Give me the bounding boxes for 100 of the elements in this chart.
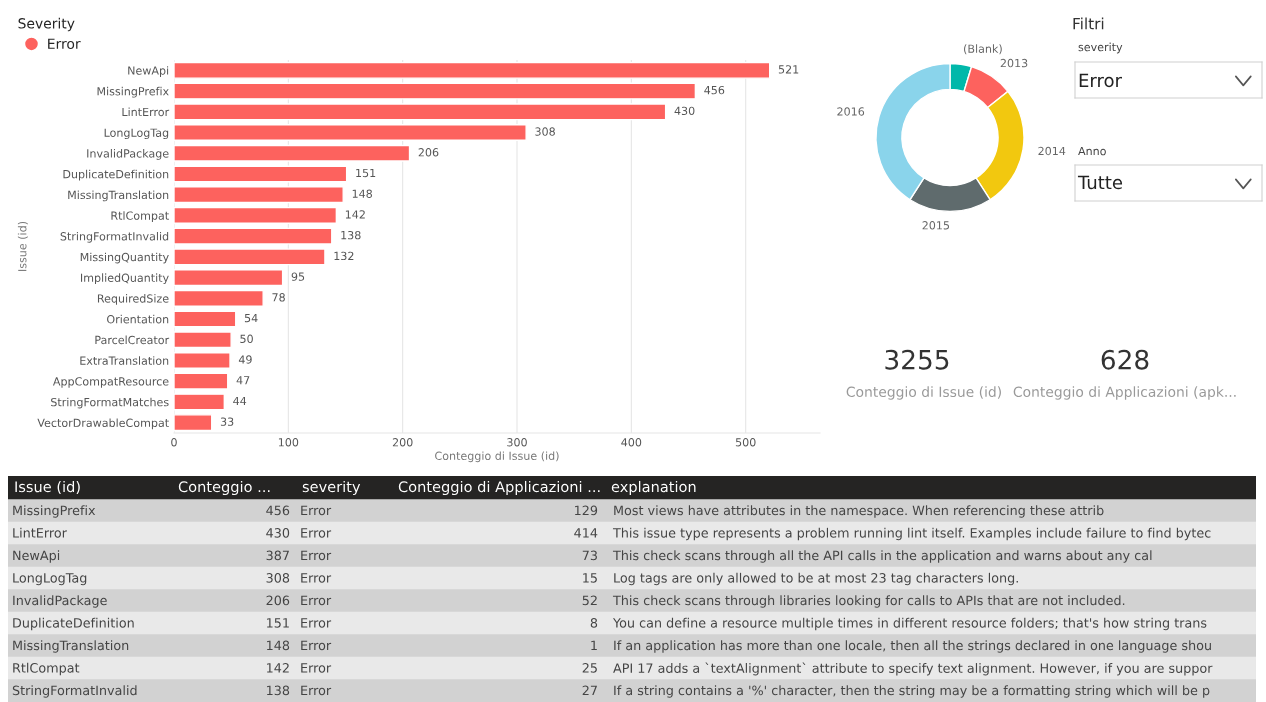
y-tick-label: ExtraTranslation: [80, 356, 169, 365]
data-label: 138: [341, 230, 361, 240]
bar: [174, 352, 231, 369]
slice-label: 2014: [1038, 146, 1066, 156]
text: Log tags are only allowed to be at most 23 tag characters long.: [614, 572, 1018, 586]
y-tick-label: RequiredSize: [97, 294, 169, 305]
y-tick-label: ImpliedQuantity: [81, 273, 169, 285]
bar: [174, 206, 338, 224]
y-axis-title: Issue (id): [17, 221, 28, 271]
y-tick-label: AppCompatResource: [52, 377, 169, 388]
bar: [174, 82, 697, 100]
data-label: 49: [238, 355, 252, 364]
text: 206: [266, 595, 290, 606]
bar: [174, 103, 667, 121]
text: This issue type represents a problem running lint itself. Examples include failure to find bytec: [612, 527, 1211, 541]
x-tick-label: 200: [392, 438, 413, 447]
text: 148: [267, 640, 290, 651]
bar: [174, 186, 344, 204]
bar: [174, 144, 411, 162]
text: 456: [266, 505, 290, 516]
data-label: 78: [272, 293, 285, 302]
text: 1: [591, 640, 597, 651]
bar: [174, 124, 527, 141]
text: 414: [574, 528, 598, 538]
text: Error: [301, 663, 332, 673]
bar: [174, 227, 333, 245]
bar: [174, 61, 771, 79]
text: Most views have attributes in the namespace. When referencing these attrib: [614, 505, 1104, 518]
data-label: 44: [233, 396, 247, 405]
text: If a string contains a '%' character, then the string may be a formatting string which will be p: [614, 685, 1210, 698]
text: You can define a resource multiple times in different resource folders; that's how string trans: [612, 617, 1207, 631]
text: Error: [301, 595, 332, 606]
data-label: 47: [236, 376, 250, 385]
bar: [174, 289, 264, 307]
text: severity: [1078, 42, 1123, 54]
data-label: 132: [334, 251, 354, 261]
y-tick-label: StringFormatInvalid: [60, 231, 169, 243]
category-label: Conteggio di Applicazioni ...: [398, 480, 600, 496]
text: Error: [301, 618, 332, 628]
data-label: 95: [291, 272, 305, 281]
text: MissingTranslation: [13, 640, 129, 653]
data-label: 33: [220, 417, 234, 426]
text: InvalidPackage: [13, 595, 107, 608]
category-label: Conteggio ...: [178, 480, 270, 496]
bar: [174, 414, 213, 432]
text: 142: [267, 663, 289, 673]
text: 73: [582, 550, 597, 561]
data-label: 206: [418, 148, 439, 157]
text: Tutte: [1077, 175, 1123, 190]
text: 430: [266, 528, 290, 538]
data-label: 151: [356, 168, 376, 178]
data-label: 148: [352, 189, 372, 198]
data-label: 54: [244, 313, 258, 323]
y-tick-label: RtlCompat: [111, 211, 169, 222]
text: Anno: [1078, 146, 1106, 156]
text: This check scans through all the API calls in the application and warns about any cal: [612, 550, 1152, 563]
text: 151: [267, 618, 289, 628]
bar: [174, 248, 326, 266]
x-tick-label: 300: [507, 438, 527, 447]
text: MissingPrefix: [13, 505, 96, 518]
y-tick-label: Orientation: [107, 314, 169, 324]
y-tick-label: NewApi: [128, 66, 169, 77]
slice-label: 2015: [922, 221, 950, 230]
text: Filtri: [1073, 17, 1104, 30]
text: Error: [301, 505, 332, 516]
legend-label: Error: [48, 38, 81, 49]
x-tick-label: 400: [621, 438, 642, 447]
x-tick-label: 0: [171, 438, 177, 447]
x-axis-title: Conteggio di Issue (id): [435, 451, 559, 463]
y-tick-label: ParcelCreator: [95, 335, 170, 345]
data-label: 142: [345, 210, 365, 219]
bar: [174, 372, 229, 390]
text: 138: [267, 685, 290, 696]
text: LongLogTag: [13, 573, 87, 586]
text: 387: [266, 550, 289, 561]
y-tick-label: StringFormatMatches: [51, 397, 169, 409]
y-tick-label: MissingQuantity: [80, 252, 169, 264]
y-tick-label: DuplicateDefinition: [63, 169, 169, 181]
text: NewApi: [13, 550, 60, 563]
category-label: severity: [302, 480, 361, 496]
slice-label: 2016: [837, 107, 865, 116]
text: StringFormatInvalid: [12, 685, 137, 698]
x-tick-label: 500: [735, 438, 756, 447]
y-tick-label: LongLogTag: [104, 128, 169, 140]
text: 27: [582, 685, 597, 696]
text: 25: [582, 663, 597, 673]
text: Error: [301, 550, 332, 561]
text: 3255: [885, 349, 949, 370]
text: 308: [266, 573, 290, 583]
text: RtlCompat: [13, 662, 80, 676]
bar: [174, 331, 232, 349]
text: 15: [583, 573, 597, 583]
text: Conteggio di Applicazioni (apk...: [1013, 386, 1236, 400]
category-label: Issue (id): [15, 480, 80, 494]
y-tick-label: InvalidPackage: [87, 149, 169, 160]
data-label: 430: [674, 106, 695, 116]
y-tick-label: MissingPrefix: [97, 86, 169, 98]
y-tick-label: VectorDrawableCompat: [37, 418, 169, 430]
data-label: 456: [704, 85, 725, 95]
text: 8: [590, 618, 598, 628]
